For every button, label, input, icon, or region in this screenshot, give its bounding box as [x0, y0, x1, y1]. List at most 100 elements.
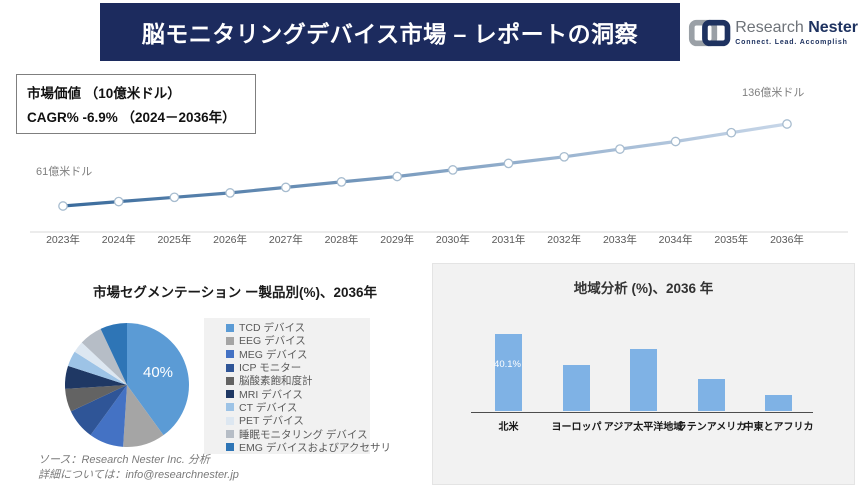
line-point [503, 158, 514, 169]
bar-category-label: ラテンアメリカ [676, 422, 747, 433]
legend-item: 睡眠モニタリング デバイス [226, 427, 370, 441]
x-tick-label: 2024年 [102, 233, 136, 246]
legend-label: 脳酸素飽和度計 [239, 375, 313, 388]
pie-slice [68, 351, 127, 385]
line-point [58, 201, 68, 211]
x-tick-label: 2026年 [213, 233, 247, 246]
legend-item: EEG デバイス [226, 334, 370, 347]
cagr-label: CAGR% -6.9% （2024－2036年） [27, 110, 236, 125]
logo-text: Research Nester Connect. Lead. Accomplis… [735, 18, 858, 46]
x-tick-label: 2025年 [157, 233, 191, 246]
line-point [782, 119, 792, 129]
line-point [336, 177, 347, 187]
pie-legend: TCD デバイス EEG デバイス MEG デバイス ICP モニター 脳酸素飽和度計 M… [204, 318, 391, 454]
source-note: ソース：Research Nester Inc. 分析 [38, 454, 210, 466]
x-tick-label: 2034年 [659, 233, 693, 246]
logo-brand-first: Research [735, 18, 804, 36]
line-point [113, 196, 124, 207]
logo-mark-icon [688, 19, 731, 47]
product-segmentation-pie-chart [64, 323, 189, 448]
bar-4 [698, 379, 725, 411]
legend-swatch-icon [226, 430, 234, 439]
legend-label: TCD デバイス [239, 322, 306, 335]
legend-label: EEG デバイス [239, 335, 306, 348]
legend-item: PET デバイス [226, 414, 370, 427]
legend-item: CT デバイス [226, 401, 370, 414]
legend-swatch-icon [226, 323, 234, 332]
bar-category-label: 中東とアフリカ [743, 422, 814, 433]
legend-label: EMG デバイスおよびアクセサリ [239, 441, 391, 454]
pie-slice [74, 342, 127, 385]
legend-swatch-icon [226, 390, 234, 399]
legend-label: MEG デバイス [239, 348, 308, 361]
logo-brand: Research Nester [735, 18, 858, 37]
legend-item: 脳酸素飽和度計 [226, 374, 370, 387]
legend-swatch-icon [226, 443, 234, 452]
line-point [726, 127, 737, 138]
pie-data-label: 40% [142, 364, 174, 381]
logo-tagline: Connect. Lead. Accomplish [735, 38, 848, 46]
legend-swatch-icon [226, 363, 234, 372]
logo-brand-second: Nester [808, 18, 858, 36]
pie-slice [70, 385, 127, 436]
line-point [559, 151, 570, 162]
line-series [62, 122, 788, 208]
bar-chart-title: 地域分析 (%)、2036 年 [573, 281, 714, 296]
legend-swatch-icon [226, 376, 234, 385]
line-point [225, 188, 235, 198]
page-title: 脳モニタリングデバイス市場 – レポートの洞察 [141, 21, 639, 47]
regional-analysis-panel: 地域分析 (%)、2036 年 北米 ヨーロッパ アジア太平洋地域 ラテンアメリカ 中東… [432, 263, 855, 485]
line-point [169, 192, 180, 203]
legend-swatch-icon [226, 350, 234, 359]
bar-chart-axis [471, 412, 813, 413]
market-value-label: 市場価値 （10億米ドル） [27, 86, 181, 101]
bar-1 [495, 334, 522, 411]
research-nester-logo: Research Nester Connect. Lead. Accomplis… [688, 10, 858, 56]
market-value-line-chart: 2023年 2024年 2025年 2026年 2027年 2028年 2029年 2030年… [30, 119, 848, 246]
bar-category-label: ヨーロッパ [551, 422, 602, 433]
legend-label: PET デバイス [239, 415, 304, 428]
pie-chart-title: 市場セグメンテーション ー製品別(%)、2036年 [92, 285, 377, 300]
x-tick-label: 2033年 [603, 233, 637, 246]
line-end-value-label: 136億米ドル [742, 87, 805, 99]
line-point [447, 165, 458, 175]
line-point [670, 136, 681, 147]
line-start-value-label: 61億米ドル [36, 166, 93, 178]
legend-item: EMG デバイスおよびアクセサリ [226, 441, 391, 454]
legend-label: 睡眠モニタリング デバイス [239, 428, 368, 441]
pie-slice [127, 323, 189, 436]
bar-data-label: 40.1% [494, 359, 521, 370]
x-tick-label: 2028年 [325, 233, 359, 246]
pie-slice [65, 385, 127, 412]
legend-item: MEG デバイス [226, 348, 370, 361]
line-point [615, 144, 625, 154]
x-tick-label: 2029年 [380, 233, 414, 246]
pie-slice [81, 328, 127, 385]
bar-2 [563, 365, 590, 411]
pie-slice [100, 323, 127, 385]
title-banner: 脳モニタリングデバイス市場 – レポートの洞察 [100, 3, 680, 61]
legend-swatch-icon [226, 403, 234, 412]
bar-5 [765, 395, 792, 411]
market-value-box: 市場価値 （10億米ドル） CAGR% -6.9% （2024－2036年） [16, 74, 256, 134]
x-tick-label: 2031年 [492, 233, 526, 246]
legend-label: MRI デバイス [239, 388, 303, 401]
pie-slice [123, 385, 164, 448]
bar-category-label: アジア太平洋地域 [603, 422, 684, 433]
x-tick-label: 2036年 [770, 233, 804, 246]
legend-label: CT デバイス [239, 401, 298, 414]
x-tick-label: 2023年 [46, 233, 80, 246]
line-point [280, 182, 291, 193]
contact-note: 詳細については：info@researchnester.jp [38, 469, 239, 481]
bar-3 [630, 349, 657, 411]
x-tick-label: 2035年 [714, 233, 748, 246]
line-point [392, 171, 403, 182]
bar-category-label: 北米 [498, 422, 519, 433]
legend-swatch-icon [226, 416, 234, 425]
legend-item: TCD デバイス [226, 321, 370, 334]
x-tick-label: 2030年 [436, 233, 470, 246]
x-tick-label: 2032年 [547, 233, 581, 246]
legend-item: MRI デバイス [226, 387, 370, 401]
pie-slice [90, 385, 127, 447]
